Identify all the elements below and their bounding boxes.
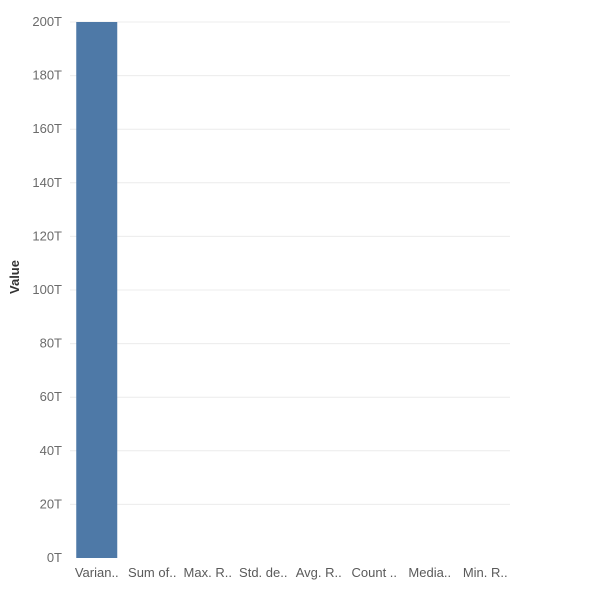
x-tick-label: Media.. [408, 565, 451, 580]
y-tick-label: 60T [40, 389, 62, 404]
x-tick-label: Varian.. [75, 565, 119, 580]
y-tick-label: 180T [32, 68, 62, 83]
y-tick-label: 20T [40, 496, 62, 511]
y-axis-ticks: 0T 20T 40T 60T 80T 100T 120T 140T 160T 180T 200T [32, 14, 62, 565]
y-tick-label: 160T [32, 121, 62, 136]
y-tick-label: 140T [32, 175, 62, 190]
x-tick-label: Sum of.. [128, 565, 176, 580]
x-tick-label: Max. R.. [184, 565, 232, 580]
bar[interactable] [76, 22, 118, 558]
x-tick-label: Avg. R.. [296, 565, 342, 580]
y-tick-label: 80T [40, 336, 62, 351]
y-tick-label: 100T [32, 282, 62, 297]
y-tick-label: 40T [40, 443, 62, 458]
y-axis-label: Value [7, 260, 22, 294]
x-tick-label: Std. de.. [239, 565, 287, 580]
y-tick-label: 200T [32, 14, 62, 29]
y-tick-label: 120T [32, 228, 62, 243]
x-axis-ticks: Varian.. Sum of.. Max. R.. Std. de.. Avg. R.… [75, 565, 508, 580]
bars [76, 22, 118, 558]
x-tick-label: Min. R.. [463, 565, 508, 580]
x-tick-label: Count .. [351, 565, 397, 580]
y-tick-label: 0T [47, 550, 62, 565]
gridlines [70, 21, 510, 505]
